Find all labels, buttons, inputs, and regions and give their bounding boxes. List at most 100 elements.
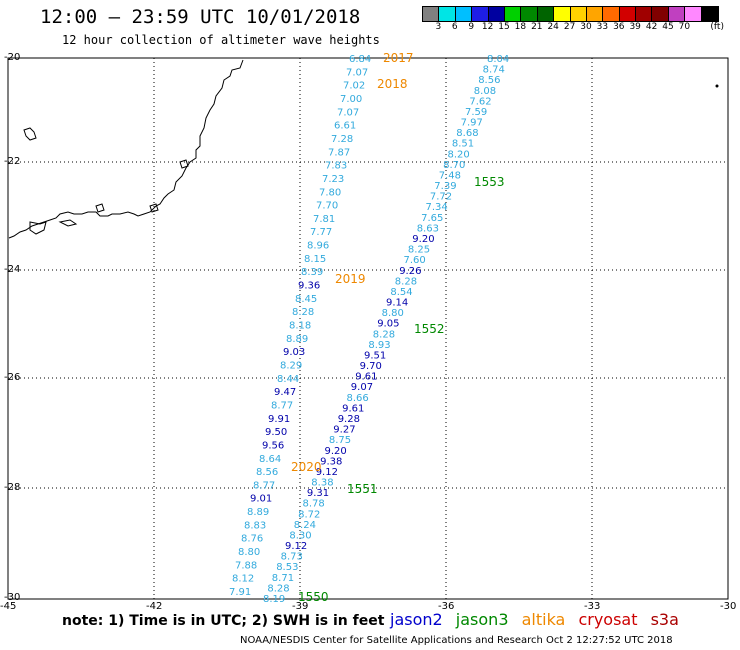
wave-height-value: 8.54: [390, 287, 412, 298]
legend-tick: 39: [629, 22, 641, 32]
wave-height-value: 7.80: [319, 187, 341, 198]
wave-height-value: 9.20: [325, 446, 347, 457]
legend-tick: 15: [498, 22, 510, 32]
wave-height-value: 8.39: [301, 267, 323, 278]
legend-swatch: [668, 7, 686, 21]
bay-shoreline: [58, 219, 78, 227]
wave-height-value: 8.44: [277, 374, 299, 385]
footnote: note: 1) Time is in UTC; 2) SWH is in fe…: [62, 613, 385, 629]
year-label: 2018: [377, 77, 408, 91]
legend-tick: 42: [645, 22, 658, 32]
legend-swatch: [586, 7, 604, 21]
lat-label: -22: [4, 156, 21, 167]
satellite-legend: jason2 jason3 altika cryosat s3a: [390, 610, 687, 629]
wave-height-value: 8.89: [286, 334, 308, 345]
wave-height-value: 6.84: [349, 54, 371, 65]
wave-height-value: 8.66: [347, 393, 369, 404]
legend-swatch: [537, 7, 555, 21]
legend-swatch: [439, 7, 456, 21]
wave-height-value: 8.70: [443, 160, 465, 171]
legend-swatch: [521, 7, 538, 21]
legend-swatch: [652, 7, 669, 21]
wave-height-value: 8.19: [263, 594, 285, 605]
wave-height-value: 7.39: [434, 181, 456, 192]
wave-height-value: 7.87: [328, 147, 350, 158]
legend-tick: 18: [514, 22, 527, 32]
legend-tick: 45: [662, 22, 674, 32]
legend-swatch: [636, 7, 653, 21]
wave-height-value: 9.61: [355, 372, 377, 383]
wave-height-value: 9.03: [283, 347, 305, 358]
pass-label: 1553: [474, 175, 505, 189]
lat-label: -30: [4, 592, 21, 603]
lat-label: -28: [4, 482, 21, 493]
wave-height-value: 7.83: [325, 161, 347, 172]
credit-line: NOAA/NESDIS Center for Satellite Applica…: [240, 635, 673, 646]
coastline: [8, 59, 244, 239]
wave-height-value: 8.56: [256, 467, 278, 478]
lon-label: -45: [0, 601, 17, 612]
legend-swatch: [685, 7, 702, 21]
legend-tick: 3: [435, 22, 442, 32]
wave-height-value: 9.51: [364, 351, 386, 362]
wave-height-value: 9.36: [298, 281, 320, 292]
pass-label: 1552: [414, 322, 445, 336]
wave-height-value: 7.00: [340, 94, 362, 105]
legend-swatch: [504, 7, 522, 21]
lon-label: -39: [292, 601, 309, 612]
wave-height-value: 7.65: [421, 213, 443, 224]
wave-height-value: 8.73: [281, 552, 303, 563]
wave-height-value: 7.07: [346, 67, 368, 78]
legend-swatch: [455, 7, 473, 21]
legend-swatch: [488, 7, 505, 21]
legend-swatch: [570, 7, 587, 21]
wave-height-value: 7.34: [426, 202, 448, 213]
wave-height-value: 8.28: [267, 583, 289, 594]
wave-height-value: 8.25: [408, 245, 430, 256]
wave-height-value: 8.15: [304, 254, 326, 265]
island-shape: [95, 203, 105, 213]
satellite-jason2: jason2: [390, 610, 443, 629]
wave-height-value: 9.28: [338, 414, 360, 425]
wave-height-value: 9.47: [274, 387, 296, 398]
lon-label: -36: [438, 601, 455, 612]
wave-height-value: 8.51: [452, 139, 474, 150]
lon-label: -33: [584, 601, 601, 612]
wave-height-value: 9.01: [250, 494, 272, 505]
wave-height-value: 9.61: [342, 403, 364, 414]
legend-swatch: [603, 7, 620, 21]
satellite-jason3: jason3: [455, 610, 509, 629]
legend-swatch: [472, 7, 489, 21]
island-dot: [715, 84, 719, 88]
legend-tick: 30: [580, 22, 592, 32]
wave-height-value: 8.77: [253, 480, 275, 491]
wave-height-value: 8.38: [311, 478, 333, 489]
wave-height-value: 9.12: [316, 467, 338, 478]
year-label: 2019: [335, 272, 366, 286]
gridlines: [8, 58, 728, 599]
lat-label: -20: [4, 52, 21, 63]
legend-swatch: [619, 7, 637, 21]
wave-height-value: 8.64: [259, 454, 281, 465]
legend-tick: 12: [481, 22, 494, 32]
wave-height-value: 8.63: [417, 223, 439, 234]
wave-height-value: 8.28: [292, 307, 314, 318]
wave-height-value: 7.81: [313, 214, 335, 225]
island-shape: [179, 159, 189, 169]
wave-height-value: 7.97: [461, 118, 483, 129]
wave-height-value: 8.78: [303, 499, 325, 510]
wave-height-value: 9.27: [333, 425, 355, 436]
wave-height-value: 7.70: [316, 201, 338, 212]
legend-tick: 21: [531, 22, 543, 32]
wave-height-value: 9.26: [399, 266, 421, 277]
wave-height-value: 9.91: [268, 414, 290, 425]
wave-height-value: 8.80: [238, 547, 260, 558]
wave-height-value: 9.07: [351, 382, 373, 393]
wave-height-value: 9.14: [386, 298, 408, 309]
wave-height-value: 8.80: [382, 308, 404, 319]
wave-height-value: 8.74: [483, 65, 505, 76]
wave-height-value: 8.28: [395, 276, 417, 287]
legend-tick: 9: [468, 22, 475, 32]
page-title: 12:00 – 23:59 UTC 10/01/2018: [40, 6, 361, 28]
